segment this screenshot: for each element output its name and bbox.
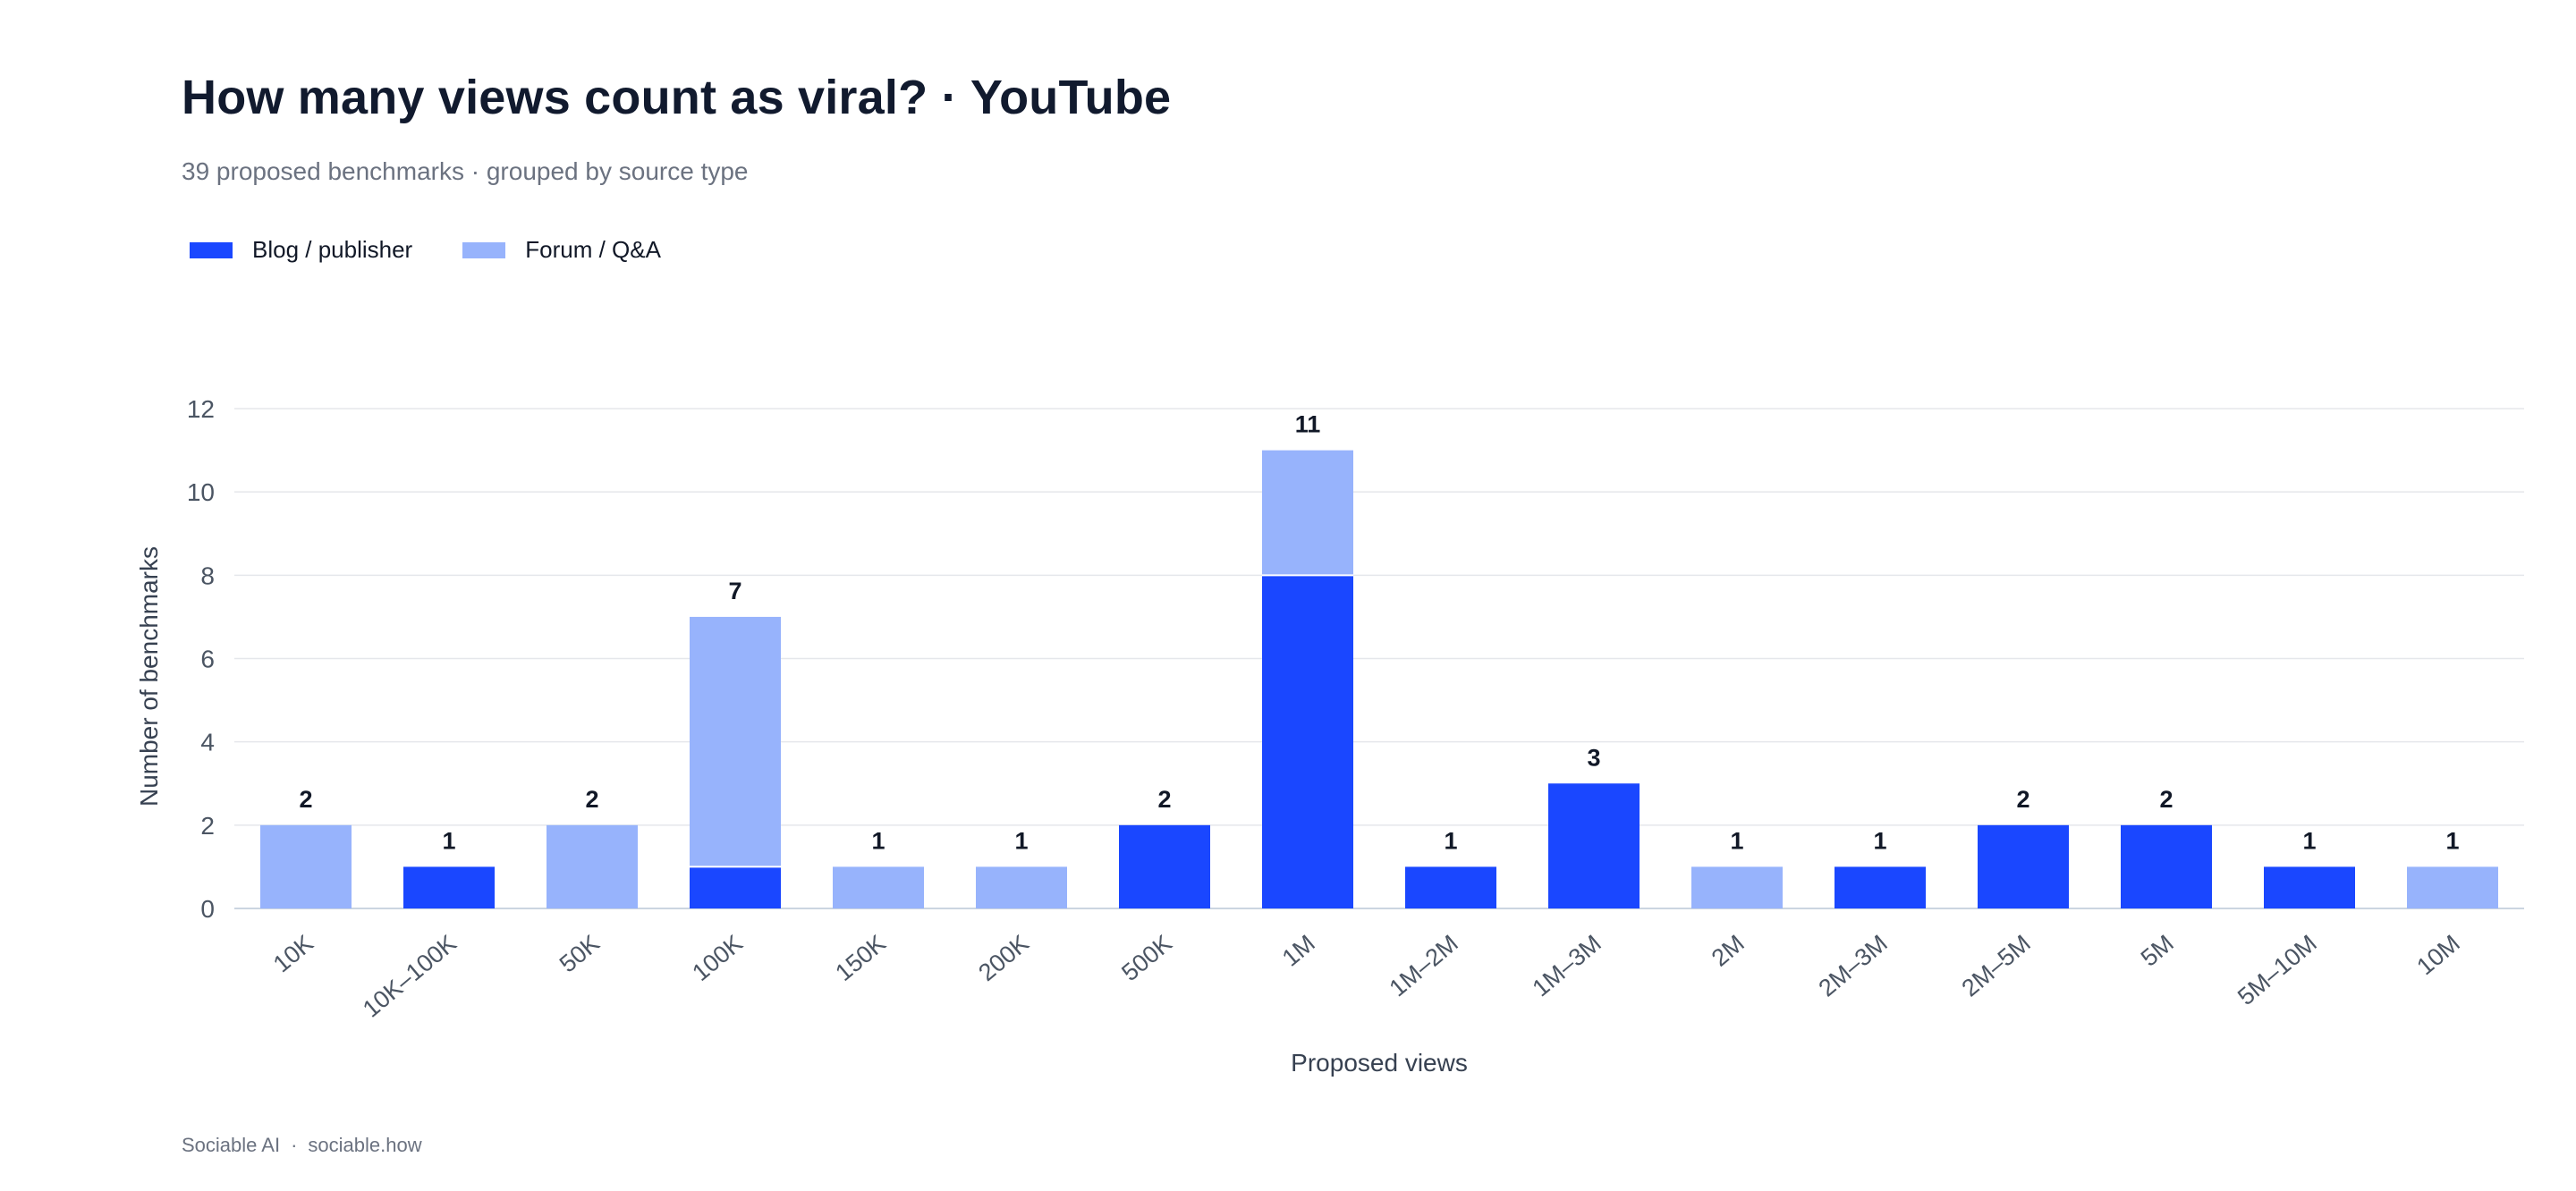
bar-total-label: 2 (2016, 786, 2029, 813)
legend-item-forum[interactable]: Forum / Q&A (462, 236, 661, 264)
x-tick-label: 5M–10M (2233, 930, 2322, 1011)
x-tick-label: 10M (2411, 930, 2465, 981)
legend-item-blog[interactable]: Blog / publisher (190, 236, 412, 264)
y-tick-label: 2 (200, 812, 215, 840)
bar-total-label: 1 (442, 827, 455, 854)
bar-blog-13 (2121, 824, 2212, 908)
y-tick-label: 6 (200, 646, 215, 673)
bar-blog-6 (1119, 824, 1210, 908)
legend-swatch-blog (190, 241, 233, 258)
x-tick-label: 10K–100K (358, 930, 462, 1023)
x-tick-label: 10K (268, 930, 318, 978)
chart-title: How many views count as viral? · YouTube (182, 71, 1172, 124)
bar-forum-2 (547, 824, 638, 908)
bar-forum-4 (833, 866, 924, 908)
x-tick-label: 500K (1116, 930, 1177, 987)
bar-forum-3 (690, 616, 781, 867)
x-tick-label: 5M (2136, 930, 2179, 972)
y-tick-label: 12 (187, 395, 215, 423)
bar-forum-15 (2407, 866, 2498, 908)
bar-blog-14 (2264, 866, 2355, 908)
bar-blog-1 (403, 866, 495, 908)
bar-forum-5 (976, 866, 1067, 908)
x-tick-label: 2M–3M (1814, 930, 1893, 1002)
y-tick-label: 4 (200, 729, 215, 756)
x-tick-label: 200K (973, 930, 1034, 987)
footer-separator: · (291, 1134, 298, 1156)
chart-subtitle: 39 proposed benchmarks · grouped by sour… (182, 157, 749, 185)
bar-forum-7 (1262, 450, 1353, 576)
bar-total-label: 2 (585, 786, 598, 813)
x-tick-label: 100K (687, 930, 748, 987)
legend: Blog / publisher Forum / Q&A (190, 236, 711, 264)
x-tick-label: 1M–2M (1385, 930, 1463, 1002)
x-tick-label: 2M–5M (1957, 930, 2036, 1002)
bar-blog-7 (1262, 575, 1353, 908)
bar-forum-10 (1691, 866, 1783, 908)
bar-blog-11 (1835, 866, 1926, 908)
bar-blog-3 (690, 866, 781, 908)
y-axis-title: Number of benchmarks (135, 546, 163, 807)
bar-blog-12 (1978, 824, 2069, 908)
bar-blog-9 (1548, 783, 1640, 908)
bar-total-label: 3 (1587, 744, 1600, 771)
bar-total-label: 1 (871, 827, 885, 854)
x-tick-label: 1M–3M (1528, 930, 1606, 1002)
footer: Sociable AI · sociable.how (182, 1134, 422, 1157)
x-tick-label: 150K (830, 930, 891, 987)
x-tick-label: 50K (555, 930, 605, 978)
x-tick-label: 1M (1277, 930, 1320, 972)
legend-label-blog: Blog / publisher (252, 236, 413, 263)
x-tick-label: 2M (1707, 930, 1750, 972)
bar-forum-0 (260, 824, 352, 908)
bar-total-label: 1 (1444, 827, 1457, 854)
bar-total-label: 1 (1014, 827, 1028, 854)
x-axis-title: Proposed views (1291, 1049, 1468, 1077)
footer-site-link[interactable]: sociable.how (308, 1134, 422, 1156)
bar-total-label: 2 (2159, 786, 2173, 813)
bar-total-label: 7 (728, 578, 741, 604)
bar-blog-8 (1405, 866, 1496, 908)
bar-total-label: 2 (1157, 786, 1171, 813)
bar-total-label: 1 (2445, 827, 2459, 854)
bar-total-label: 2 (299, 786, 312, 813)
legend-swatch-forum (462, 241, 506, 258)
y-tick-label: 8 (200, 562, 215, 589)
bar-total-label: 1 (2302, 827, 2316, 854)
bar-total-label: 1 (1873, 827, 1886, 854)
footer-brand[interactable]: Sociable AI (182, 1134, 281, 1156)
bar-total-label: 1 (1730, 827, 1743, 854)
legend-label-forum: Forum / Q&A (525, 236, 661, 263)
y-tick-label: 0 (200, 895, 215, 923)
bar-total-label: 11 (1295, 411, 1321, 438)
y-tick-label: 10 (187, 478, 215, 506)
